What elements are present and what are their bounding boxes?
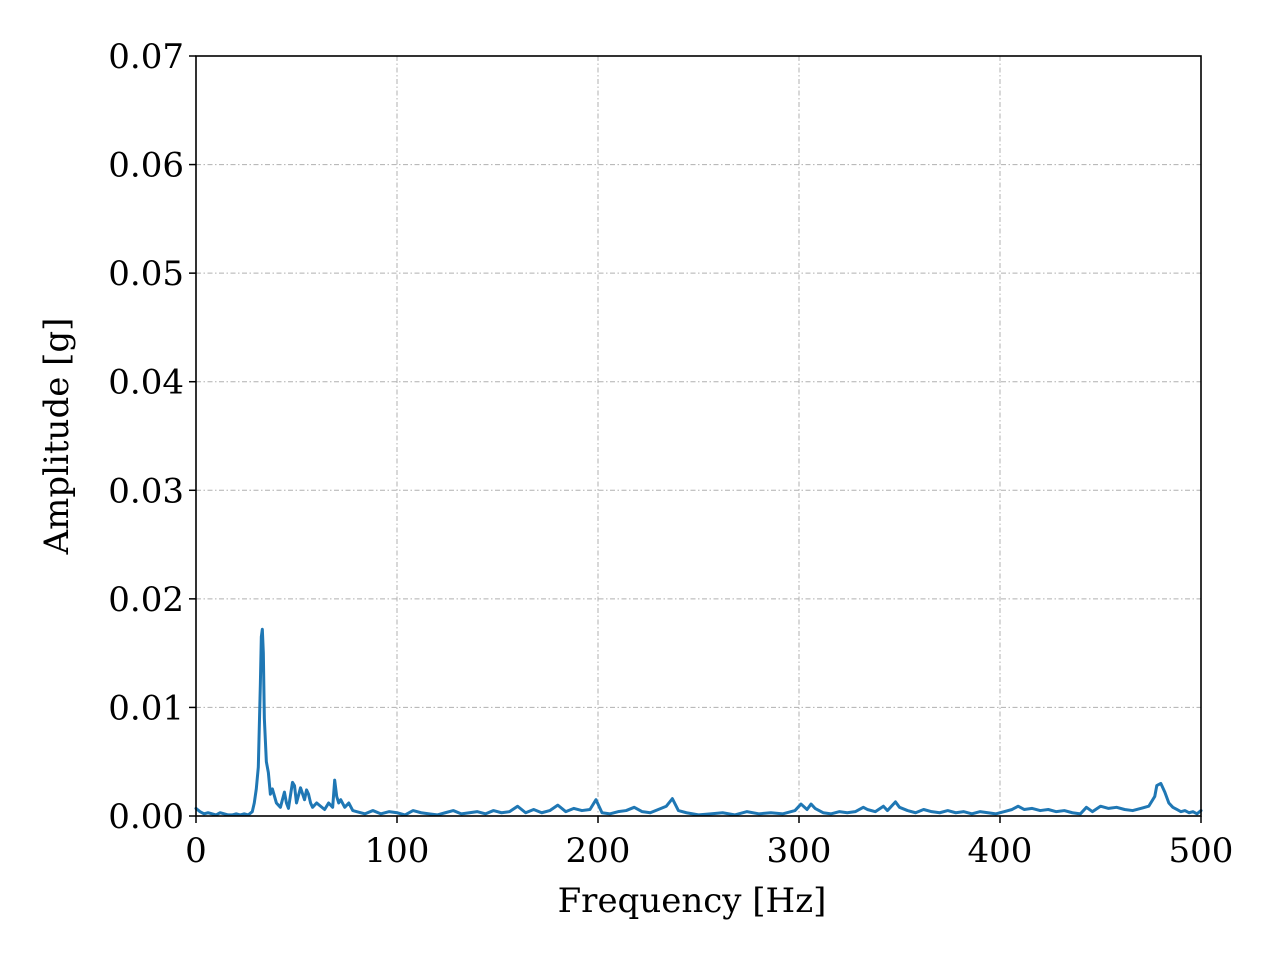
x-tick-label: 400: [968, 831, 1033, 871]
plot-frame: [195, 55, 1202, 817]
x-tick-label: 500: [1169, 831, 1234, 871]
y-tick-label: 0.07: [108, 37, 184, 77]
series-layer: [194, 627, 1203, 817]
y-tick-label: 0.06: [108, 146, 184, 186]
y-tick-label: 0.00: [108, 797, 184, 837]
y-tick-label: 0.05: [108, 254, 184, 294]
ticks: 0 100 200 300 400 500 0.00 0.01 0.02 0.03 0.04 0.05…: [108, 37, 1233, 871]
y-tick-label: 0.02: [108, 580, 184, 620]
grid: [195, 55, 1202, 817]
x-tick-label: 200: [566, 831, 631, 871]
x-axis-label: Frequency [Hz]: [558, 881, 827, 921]
x-tick-label: 300: [767, 831, 832, 871]
spectrum-line: [194, 627, 1203, 817]
y-axis-label: Amplitude [g]: [37, 318, 77, 556]
x-tick-label: 0: [185, 831, 207, 871]
y-tick-label: 0.01: [108, 688, 184, 728]
x-tick-label: 100: [365, 831, 430, 871]
y-tick-label: 0.03: [108, 471, 184, 511]
y-tick-label: 0.04: [108, 363, 184, 403]
